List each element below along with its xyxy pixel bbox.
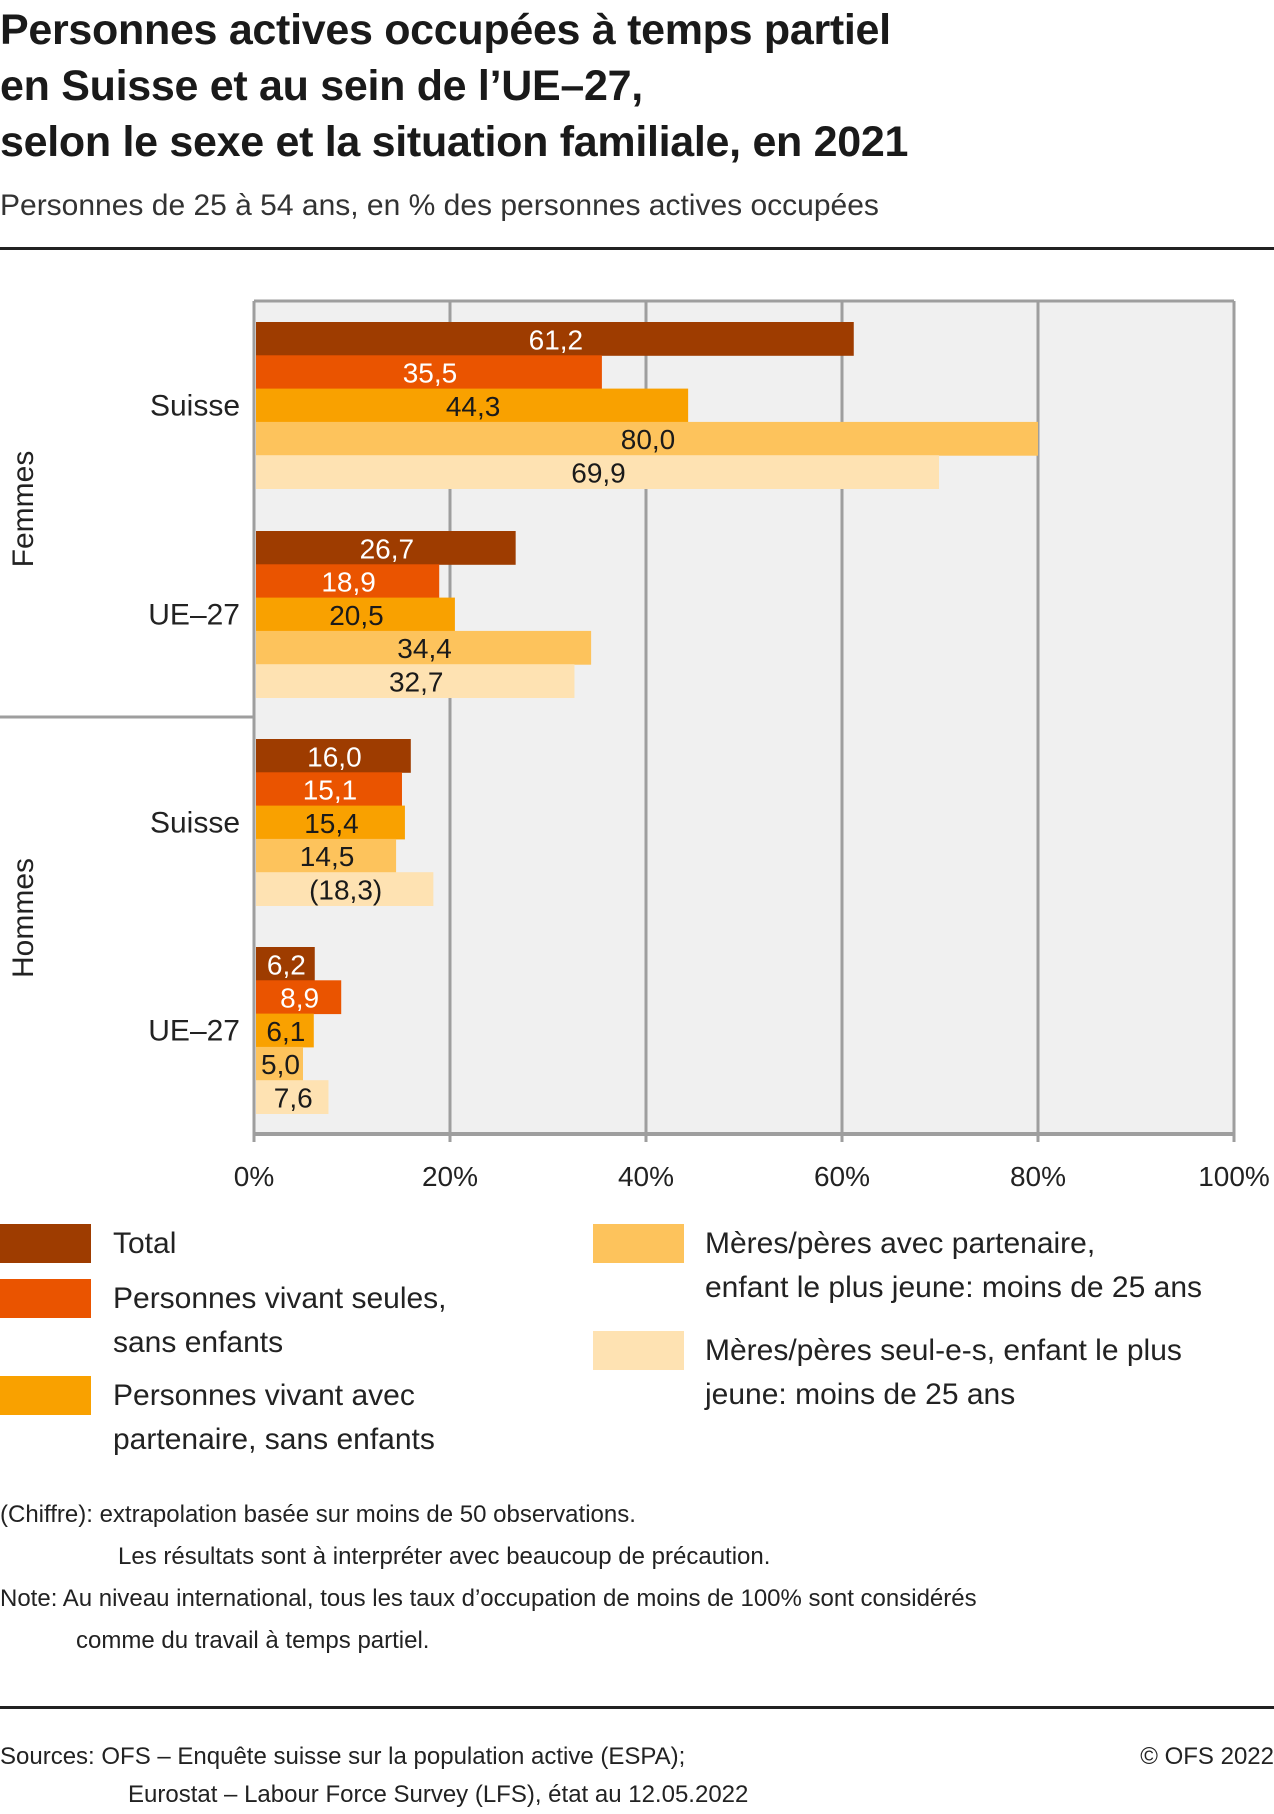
legend-label-total: Total <box>113 1222 176 1266</box>
title-line: selon le sexe et la situation familiale,… <box>0 118 909 166</box>
x-tick-label: 60% <box>814 1161 870 1192</box>
bar <box>256 421 1038 456</box>
legend-swatch-total <box>0 1224 91 1263</box>
note-precaution: Les résultats sont à interpréter avec be… <box>0 1538 770 1576</box>
bar <box>256 772 402 807</box>
copyright: © OFS 2022 <box>1140 1743 1274 1770</box>
legend-label-line: partenaire, sans enfants <box>113 1423 435 1456</box>
chart-subtitle: Personnes de 25 à 54 ans, en % des perso… <box>0 189 879 222</box>
category-label: UE–27 <box>148 598 240 631</box>
bar <box>256 630 592 665</box>
note-extrapolation: (Chiffre): extrapolation basée sur moins… <box>0 1501 636 1528</box>
data-label: 34,4 <box>397 633 452 664</box>
data-label: 18,9 <box>321 567 376 598</box>
group-label: Hommes <box>7 858 40 978</box>
bar <box>256 838 397 873</box>
category-label: UE–27 <box>148 1014 240 1047</box>
legend-label-parents-partenaire: Mères/pères avec partenaire, enfant le p… <box>705 1222 1202 1310</box>
legend-label-line: Personnes vivant seules, <box>113 1282 447 1315</box>
legend-swatch-parents-partenaire <box>593 1224 684 1263</box>
bar <box>256 388 689 423</box>
data-label: (18,3) <box>309 875 382 906</box>
data-label: 14,5 <box>300 841 355 872</box>
data-label: 7,6 <box>274 1083 313 1114</box>
x-tick-label: 40% <box>618 1161 674 1192</box>
chart-title: Personnes actives occupées à temps parti… <box>0 2 908 170</box>
legend-swatch-partenaire <box>0 1376 91 1415</box>
bar <box>256 805 405 840</box>
x-tick-label: 0% <box>234 1161 274 1192</box>
data-label: 16,0 <box>307 741 362 772</box>
bar <box>256 1013 314 1048</box>
data-label: 44,3 <box>446 391 501 422</box>
legend-label-parents-seuls: Mères/pères seul-e-s, enfant le plus jeu… <box>705 1329 1182 1417</box>
data-label: 80,0 <box>621 424 676 455</box>
legend-swatch-seules <box>0 1279 91 1318</box>
legend-label-line: Total <box>113 1227 177 1260</box>
data-label: 69,9 <box>571 458 626 489</box>
x-tick-label: 100% <box>1198 1161 1270 1192</box>
group-label: Femmes <box>7 451 40 568</box>
legend-label-line: jeune: moins de 25 ans <box>705 1378 1016 1411</box>
bar <box>256 872 434 906</box>
bar <box>256 531 516 565</box>
data-label: 6,1 <box>266 1016 305 1047</box>
data-label: 35,5 <box>403 358 458 389</box>
legend-swatch-parents-seuls <box>593 1331 684 1370</box>
title-line: en Suisse et au sein de l’UE–27, <box>0 62 643 110</box>
data-label: 20,5 <box>329 600 384 631</box>
header-divider <box>0 247 1274 250</box>
x-tick-label: 80% <box>1010 1161 1066 1192</box>
data-label: 32,7 <box>389 667 444 698</box>
bar <box>256 597 455 632</box>
data-label: 5,0 <box>261 1049 300 1080</box>
note-temps-partiel: comme du travail à temps partiel. <box>0 1622 429 1660</box>
legend-label-seules: Personnes vivant seules, sans enfants <box>113 1277 447 1365</box>
data-label: 15,4 <box>304 808 359 839</box>
x-tick-label: 20% <box>422 1161 478 1192</box>
footer-divider <box>0 1706 1274 1709</box>
data-label: 8,9 <box>280 983 319 1014</box>
legend-label-line: sans enfants <box>113 1326 284 1359</box>
bar <box>256 1046 303 1081</box>
legend-label-line: Mères/pères avec partenaire, <box>705 1227 1096 1260</box>
legend-label-line: Mères/pères seul-e-s, enfant le plus <box>705 1334 1182 1367</box>
bar <box>256 355 602 390</box>
bar <box>256 947 315 981</box>
data-label: 6,2 <box>267 949 306 980</box>
data-label: 15,1 <box>303 775 358 806</box>
note-temps-partiel-text: comme du travail à temps partiel. <box>76 1627 430 1654</box>
sources-line-2: Eurostat – Labour Force Survey (LFS), ét… <box>128 1781 749 1808</box>
bar <box>256 322 854 356</box>
bar-chart: 0% 20% 40% 60% 80% 100% 61,2 26,7 16,0 6,2 35,5 18,… <box>0 299 1270 1192</box>
title-line: Personnes actives occupées à temps parti… <box>0 6 891 54</box>
bar <box>256 1080 329 1114</box>
data-label: 61,2 <box>529 324 584 355</box>
bar <box>256 980 342 1015</box>
bar <box>256 455 940 489</box>
bar <box>256 739 411 773</box>
legend-label-partenaire: Personnes vivant avec partenaire, sans e… <box>113 1374 435 1462</box>
legend-label-line: Personnes vivant avec <box>113 1379 415 1412</box>
category-label: Suisse <box>150 806 240 839</box>
note-international: Note: Au niveau international, tous les … <box>0 1585 977 1612</box>
legend-label-line: enfant le plus jeune: moins de 25 ans <box>705 1271 1203 1304</box>
bar <box>256 664 575 698</box>
sources-line-1: Sources: OFS – Enquête suisse sur la pop… <box>0 1743 686 1770</box>
bar <box>256 564 440 599</box>
note-precaution-text: Les résultats sont à interpréter avec be… <box>118 1543 771 1570</box>
category-label: Suisse <box>150 389 240 422</box>
data-label: 26,7 <box>360 533 415 564</box>
